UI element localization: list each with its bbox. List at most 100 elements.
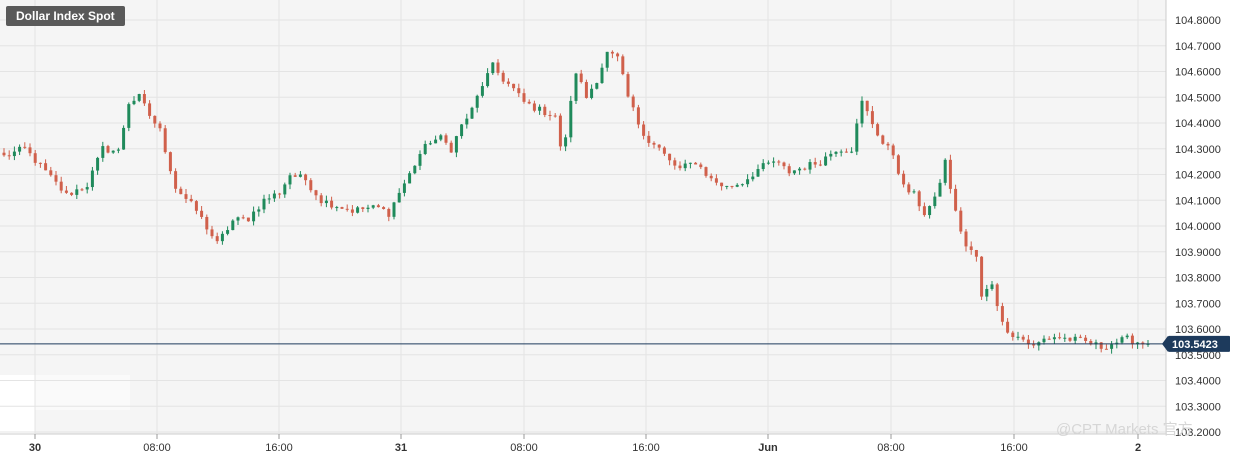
candle-body: [324, 200, 328, 204]
candle-body: [75, 189, 79, 195]
candle-body: [38, 162, 42, 164]
candle-body: [267, 198, 271, 200]
candle-body: [283, 184, 287, 195]
candle-body: [293, 175, 297, 177]
candle-body: [746, 179, 750, 185]
candle-body: [1042, 338, 1046, 343]
candle-body: [709, 175, 713, 179]
y-tick-label: 103.8000: [1175, 273, 1221, 285]
candle-body: [1120, 337, 1124, 343]
candle-body: [798, 168, 802, 171]
candle-body: [808, 162, 812, 170]
current-price-label: 103.5423: [1172, 339, 1218, 351]
y-tick-label: 103.3000: [1175, 401, 1221, 413]
candle-body: [371, 205, 375, 208]
candle-body: [865, 100, 869, 112]
candle-body: [922, 206, 926, 216]
candle-body: [454, 136, 458, 153]
candle-body: [948, 159, 952, 189]
candle-body: [668, 153, 672, 161]
candle-body: [881, 135, 885, 144]
candle-body: [704, 167, 708, 176]
candle-body: [954, 188, 958, 211]
candle-body: [179, 188, 183, 195]
candle-body: [1032, 344, 1036, 346]
candle-body: [1016, 336, 1020, 338]
y-tick-label: 104.3000: [1175, 144, 1221, 156]
candle-body: [1089, 340, 1093, 345]
candle-body: [350, 209, 354, 213]
candle-body: [148, 103, 152, 116]
candle-body: [168, 152, 172, 172]
candle-body: [220, 233, 224, 242]
x-tick-label: 16:00: [265, 442, 293, 454]
candle-body: [1104, 348, 1108, 350]
candle-body: [600, 67, 604, 84]
candle-body: [735, 184, 739, 187]
candle-body: [517, 88, 521, 94]
candle-body: [813, 162, 817, 165]
candle-body: [486, 73, 490, 87]
candle-body: [730, 185, 734, 187]
current-price-tag: [1168, 335, 1230, 352]
candle-body: [257, 209, 261, 212]
candle-body: [194, 201, 198, 211]
candle-body: [605, 51, 609, 68]
candle-body: [392, 202, 396, 217]
candle-body: [158, 123, 162, 129]
candle-body: [18, 146, 22, 152]
candle-body: [870, 111, 874, 125]
candle-body: [777, 161, 781, 163]
candle-body: [444, 135, 448, 143]
candle-body: [215, 236, 219, 242]
candle-body: [413, 165, 417, 174]
candle-body: [522, 93, 526, 102]
candle-body: [1011, 332, 1015, 338]
candle-body: [210, 229, 214, 237]
candle-body: [1125, 335, 1129, 338]
candle-body: [449, 142, 453, 153]
candle-body: [80, 189, 84, 191]
candle-body: [54, 175, 58, 182]
candle-body: [44, 163, 48, 171]
candle-body: [59, 181, 63, 191]
current-price-tag-arrow: [1162, 335, 1168, 352]
candle-body: [756, 169, 760, 177]
candle-body: [434, 139, 438, 144]
candle-body: [262, 198, 266, 210]
candle-body: [226, 230, 230, 234]
candle-body: [382, 207, 386, 210]
plot-area: [0, 0, 1166, 434]
y-tick-label: 104.2000: [1175, 170, 1221, 182]
candle-body: [423, 143, 427, 154]
candle-body: [376, 205, 380, 208]
candle-body: [943, 159, 947, 183]
candle-body: [12, 151, 16, 157]
y-tick-label: 103.9000: [1175, 247, 1221, 259]
candle-body: [647, 135, 651, 143]
candle-body: [933, 196, 937, 207]
candle-body: [527, 101, 531, 104]
candle-body: [142, 94, 146, 104]
candle-body: [116, 149, 120, 151]
candle-body: [751, 176, 755, 180]
candle-body: [1063, 337, 1067, 339]
candle-body: [96, 157, 100, 171]
candle-body: [70, 192, 74, 195]
candle-body: [772, 161, 776, 163]
candle-body: [49, 170, 53, 176]
candle-body: [860, 100, 864, 124]
candle-body: [590, 88, 594, 98]
candle-body: [64, 190, 68, 193]
candle-body: [964, 231, 968, 247]
candle-body: [694, 162, 698, 165]
chart-title: Dollar Index Spot: [6, 6, 125, 26]
candle-body: [974, 249, 978, 257]
y-tick-label: 104.7000: [1175, 41, 1221, 53]
x-tick-label: Jun: [758, 442, 778, 454]
candle-body: [340, 207, 344, 209]
candle-body: [174, 171, 178, 189]
candle-body: [662, 147, 666, 154]
candle-body: [569, 100, 573, 138]
